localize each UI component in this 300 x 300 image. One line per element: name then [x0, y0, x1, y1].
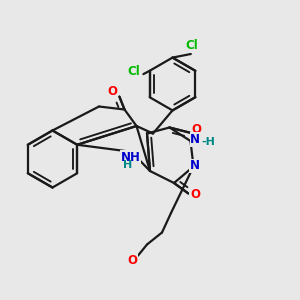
- Text: N: N: [190, 133, 200, 146]
- Text: Cl: Cl: [186, 39, 198, 52]
- Text: O: O: [190, 188, 200, 202]
- Text: Cl: Cl: [127, 65, 140, 78]
- Text: H: H: [124, 160, 133, 170]
- Text: N: N: [190, 159, 200, 172]
- Text: -H: -H: [201, 136, 215, 147]
- Text: NH: NH: [121, 151, 140, 164]
- Text: O: O: [107, 85, 117, 98]
- Text: O: O: [191, 123, 201, 136]
- Text: O: O: [128, 254, 138, 267]
